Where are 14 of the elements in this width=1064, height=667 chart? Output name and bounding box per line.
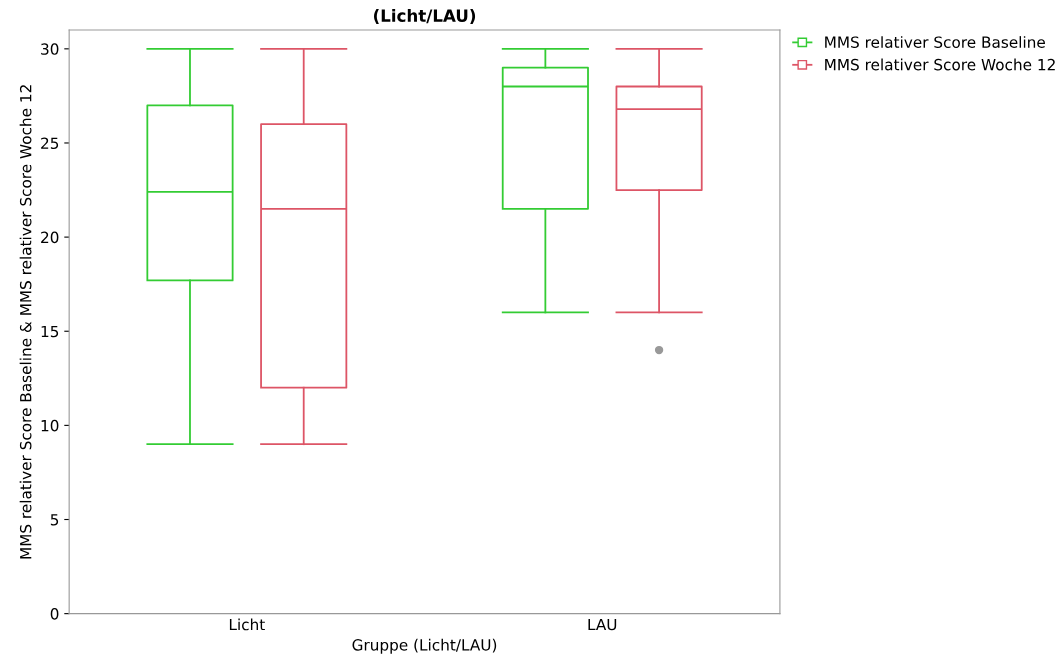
y-tick-label: 20 [41, 231, 59, 244]
y-tick-label: 30 [41, 43, 59, 55]
y-tick-label: 0 [50, 608, 59, 620]
x-tick-label: LAU [588, 618, 617, 631]
y-tick-label: 10 [41, 419, 59, 432]
legend-label: MMS relativer Score Woche 12 [825, 58, 1055, 71]
y-tick-label: 5 [50, 514, 59, 526]
x-tick-label: Licht [229, 618, 265, 631]
y-tick-label: 15 [41, 325, 59, 338]
y-tick-label: 25 [41, 137, 59, 149]
legend-label: MMS relativer Score Baseline [825, 36, 1045, 48]
x-axis-title: Gruppe (Licht/LAU) [352, 638, 497, 654]
chart-title: (Licht/LAU) [374, 9, 476, 24]
y-axis-title: MMS relativer Score Baseline & MMS relativer Score Woche 12 [19, 85, 32, 559]
